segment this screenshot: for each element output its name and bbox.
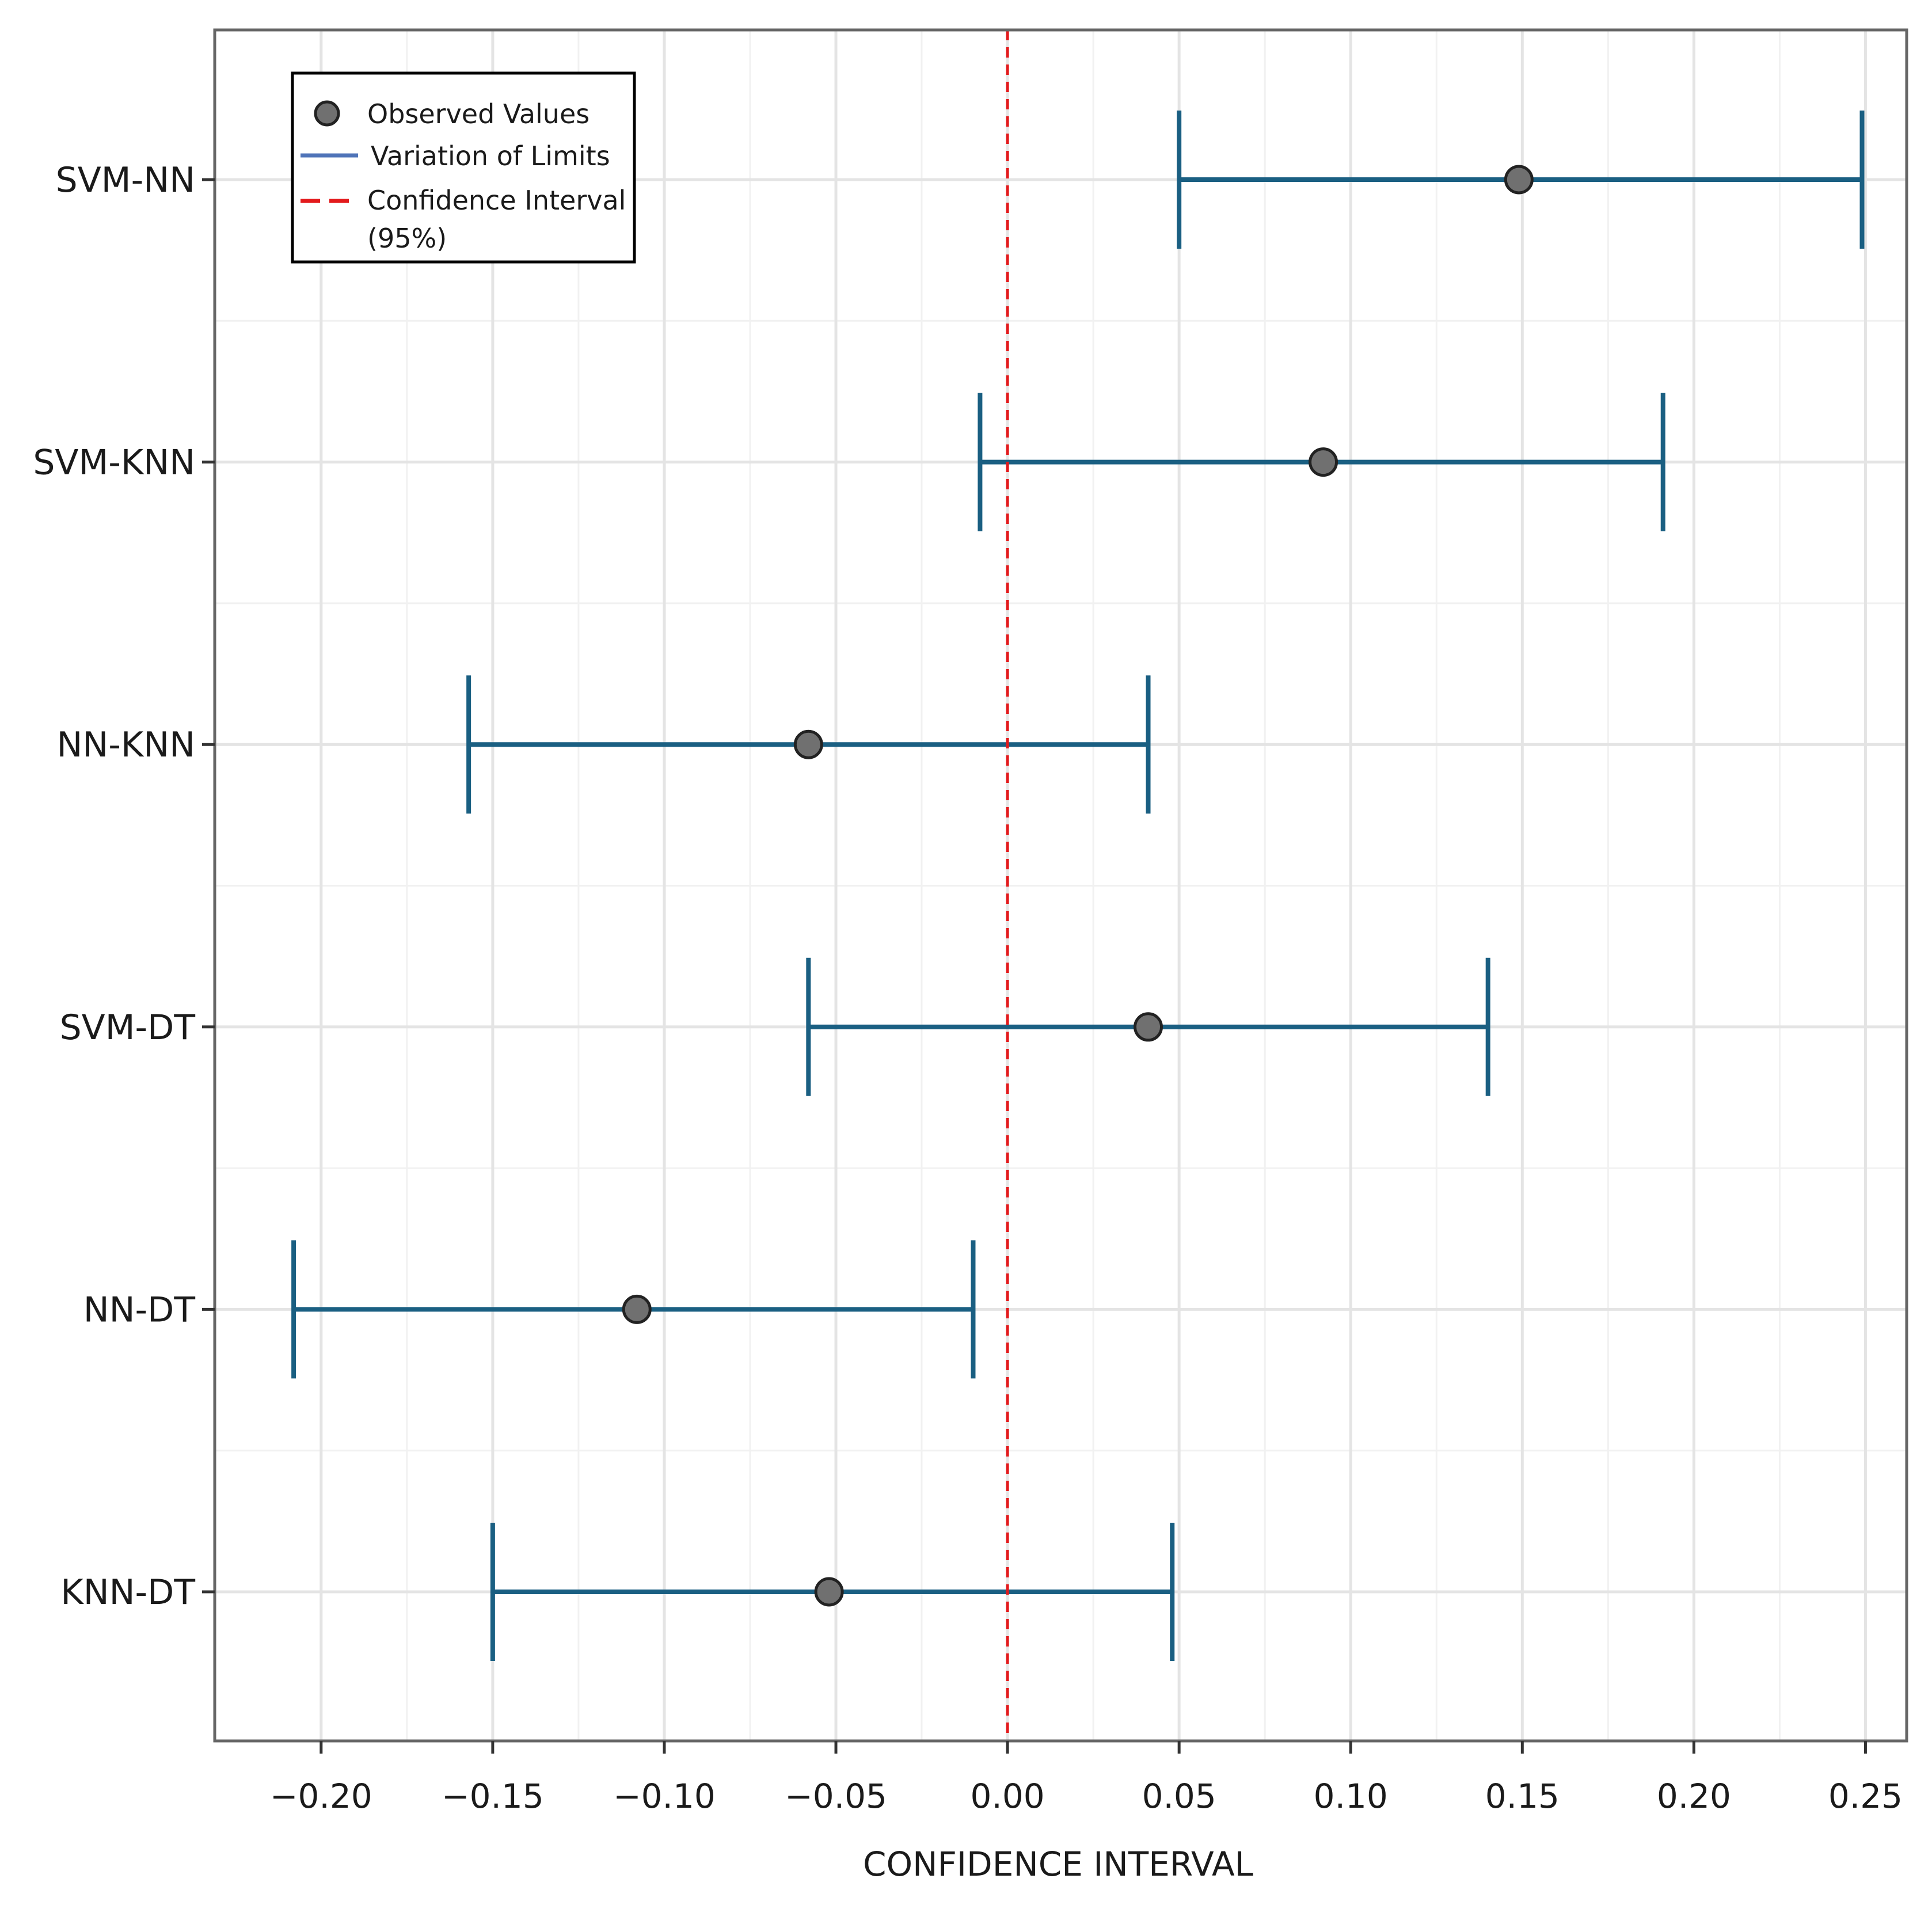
observed-value-point: [814, 1577, 844, 1607]
minor-gridlines: [215, 30, 1907, 1741]
y-tick-label: KNN-DT: [60, 1572, 195, 1613]
x-tick-label: −0.15: [442, 1777, 544, 1816]
y-tick-label: SVM-NN: [56, 160, 195, 200]
x-tick-label: 0.05: [1142, 1777, 1216, 1816]
y-tick-label: NN-KNN: [56, 725, 195, 765]
observed-value-point: [1134, 1012, 1163, 1042]
plot-frame: [213, 28, 1908, 1743]
legend-observed-label: Observed Values: [367, 98, 590, 130]
observed-points-layer: [622, 165, 1534, 1607]
y-axis: SVM-NN SVM-KNN NN-KNN SVM-DT NN-DT KNN-DT: [33, 160, 215, 1613]
x-tick-label: 0.20: [1657, 1777, 1731, 1816]
legend-ci-label: Confidence Interval: [367, 185, 626, 216]
x-tick-label: 0.15: [1485, 1777, 1560, 1816]
x-tick-label: 0.00: [971, 1777, 1045, 1816]
x-axis: −0.20 −0.15 −0.10 −0.05 0.00 0.05 0.10 0.15 0.20…: [270, 1741, 1903, 1816]
observed-value-point: [1504, 165, 1534, 195]
x-tick-label: 0.10: [1314, 1777, 1388, 1816]
x-tick-label: −0.10: [613, 1777, 716, 1816]
x-axis-label: CONFIDENCE INTERVAL: [863, 1845, 1253, 1884]
legend-box: [291, 71, 636, 264]
y-tick-label: NN-DT: [83, 1290, 196, 1330]
legend-ci-label-line2: (95%): [367, 223, 447, 254]
y-tick-label: SVM-KNN: [33, 443, 195, 483]
x-tick-label: 0.25: [1828, 1777, 1903, 1816]
legend-variation-label: Variation of Limits: [371, 140, 610, 172]
observed-value-point: [1309, 447, 1338, 477]
legend-observed-marker: [314, 100, 340, 127]
x-tick-label: −0.05: [785, 1777, 887, 1816]
x-tick-label: −0.20: [270, 1777, 372, 1816]
observed-value-point: [793, 729, 823, 759]
observed-value-point: [622, 1294, 652, 1324]
legend: Observed Values Variation of Limits Conf…: [291, 71, 636, 264]
y-tick-label: SVM-DT: [60, 1007, 196, 1048]
